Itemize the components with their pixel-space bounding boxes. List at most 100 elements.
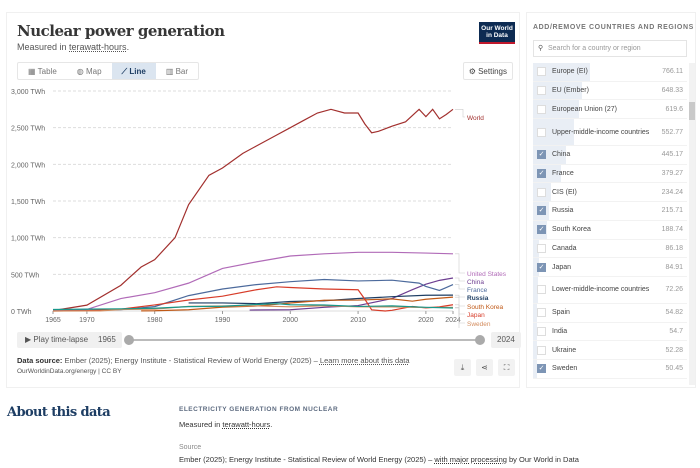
play-timelapse-button[interactable]: ▶ Play time-lapse (17, 332, 97, 348)
x-tick-label: 1990 (215, 317, 231, 324)
gear-icon: ⚙ (468, 67, 479, 76)
list-item[interactable]: CIS (EI) 234.24 (533, 183, 687, 203)
list-item[interactable]: Europe (EI) 766.11 (533, 63, 687, 82)
entity-list: Europe (EI) 766.11 EU (Ember) 648.33 Europea… (533, 63, 687, 379)
checkbox[interactable] (537, 308, 546, 318)
entity-value: 188.74 (661, 226, 683, 234)
list-item[interactable]: India 54.7 (533, 322, 687, 342)
checkbox[interactable]: ✓ (537, 225, 546, 235)
list-item[interactable]: ✓ China 445.17 (533, 146, 687, 165)
checkbox[interactable]: ✓ (537, 206, 546, 216)
list-item[interactable]: ✓ South Korea 188.74 (533, 220, 687, 240)
entity-value: 648.33 (661, 87, 683, 95)
checkbox[interactable] (537, 285, 546, 295)
checkbox[interactable]: ✓ (537, 364, 546, 374)
x-tick-label: 2024 (445, 317, 461, 324)
checkbox[interactable] (537, 243, 546, 253)
entity-value: 215.71 (661, 207, 683, 215)
end-year[interactable]: 2024 (491, 332, 521, 348)
checkbox[interactable] (537, 326, 546, 336)
list-item[interactable]: Upper-middle-income countries 552.77 (533, 119, 687, 147)
tab-map[interactable]: ◍ Map (67, 63, 112, 79)
entity-value: 619.6 (665, 105, 683, 113)
list-item[interactable]: EU (Ember) 648.33 (533, 81, 687, 101)
label-connector (455, 253, 465, 274)
owid-logo[interactable]: Our World in Data (479, 22, 515, 44)
learn-more-link[interactable]: Learn more about this data (319, 356, 410, 365)
entity-value: 234.24 (661, 188, 683, 196)
about-unit-link[interactable]: terawatt-hours (222, 420, 271, 429)
list-item[interactable]: Canada 86.18 (533, 239, 687, 259)
line-chart-icon: ⟋ (121, 67, 130, 76)
end-handle[interactable] (475, 335, 485, 345)
x-tick-label: 2010 (350, 317, 366, 324)
terawatt-hours-link[interactable]: terawatt-hours (69, 42, 127, 52)
list-item[interactable]: Lower-middle-income countries 72.26 (533, 276, 687, 304)
y-tick-label: 2,000 TWh (11, 162, 45, 169)
series-label: World (467, 115, 484, 122)
entity-name: South Korea (552, 226, 591, 234)
about-title: About this data (7, 405, 111, 420)
settings-button[interactable]: ⚙ Settings (462, 62, 513, 80)
fullscreen-button[interactable]: ⛶ (498, 359, 515, 376)
entity-name: Canada (552, 244, 577, 252)
series-label: Japan (467, 312, 485, 319)
tab-label: Bar (175, 67, 189, 76)
scrollbar-thumb[interactable] (689, 102, 695, 120)
checkbox[interactable]: ✓ (537, 169, 546, 179)
x-tick-label: 1980 (147, 317, 163, 324)
chart-tabs: ▦ Table ◍ Map ⟋ Line ▥ Bar (17, 62, 200, 80)
processing-link[interactable]: with major processing (434, 455, 507, 464)
tab-table[interactable]: ▦ Table (18, 63, 67, 79)
entity-name: Upper-middle-income countries (552, 128, 650, 136)
share-button[interactable]: ⋖ (476, 359, 493, 376)
play-icon: ▶ (25, 335, 34, 344)
list-item[interactable]: European Union (27) 619.6 (533, 100, 687, 120)
entity-value: 54.7 (669, 327, 683, 335)
tab-label: Table (37, 67, 57, 76)
checkbox[interactable] (537, 187, 546, 197)
entity-name: Sweden (552, 365, 578, 373)
checkbox[interactable] (537, 86, 546, 96)
checkbox[interactable] (537, 67, 546, 77)
entity-name: EU (Ember) (552, 87, 589, 95)
series-label: United States (467, 271, 507, 278)
about-unit-suffix: . (270, 420, 273, 429)
list-item[interactable]: ✓ Russia 215.71 (533, 202, 687, 221)
about-unit-text: Measured in (179, 420, 223, 429)
checkbox[interactable]: ✓ (537, 262, 546, 272)
list-item[interactable]: Spain 54.82 (533, 303, 687, 323)
y-tick-label: 1,000 TWh (11, 236, 45, 243)
download-button[interactable]: ⤓ (454, 359, 471, 376)
start-handle[interactable] (124, 335, 134, 345)
tab-bar[interactable]: ▥ Bar (156, 63, 198, 79)
list-item[interactable]: ✓ France 379.27 (533, 164, 687, 184)
entity-name: Japan (552, 263, 572, 271)
series-line-world (52, 108, 454, 312)
about-heading: ELECTRICITY GENERATION FROM NUCLEAR (179, 406, 339, 413)
list-item[interactable]: ✓ Sweden 50.45 (533, 359, 687, 379)
entity-value: 445.17 (661, 151, 683, 159)
source-label: Data source: (17, 356, 63, 365)
search-input[interactable]: ⚲ Search for a country or region (533, 40, 687, 57)
checkbox[interactable] (537, 345, 546, 355)
share-icon: ⋖ (481, 363, 488, 372)
checkbox[interactable] (537, 104, 546, 114)
start-year[interactable]: 1965 (92, 332, 122, 348)
tab-line[interactable]: ⟋ Line (111, 63, 156, 79)
entity-name: Russia (552, 207, 574, 215)
x-tick-label: 1970 (79, 317, 95, 324)
list-item[interactable]: Ukraine 52.28 (533, 341, 687, 360)
list-item[interactable]: ✓ Japan 84.91 (533, 258, 687, 277)
label-connector (455, 109, 465, 118)
checkbox[interactable] (537, 127, 546, 137)
chart-url[interactable]: OurWorldinData.org/energy | CC BY (17, 368, 122, 375)
entity-value: 379.27 (661, 170, 683, 178)
checkbox[interactable]: ✓ (537, 150, 546, 160)
scrollbar[interactable] (689, 63, 695, 385)
timeline-track[interactable] (129, 339, 481, 341)
entity-value: 552.77 (661, 128, 683, 136)
series-label: Russia (467, 295, 489, 302)
selector-heading: ADD/REMOVE COUNTRIES AND REGIONS (533, 24, 694, 31)
tab-label: Line (129, 67, 146, 76)
